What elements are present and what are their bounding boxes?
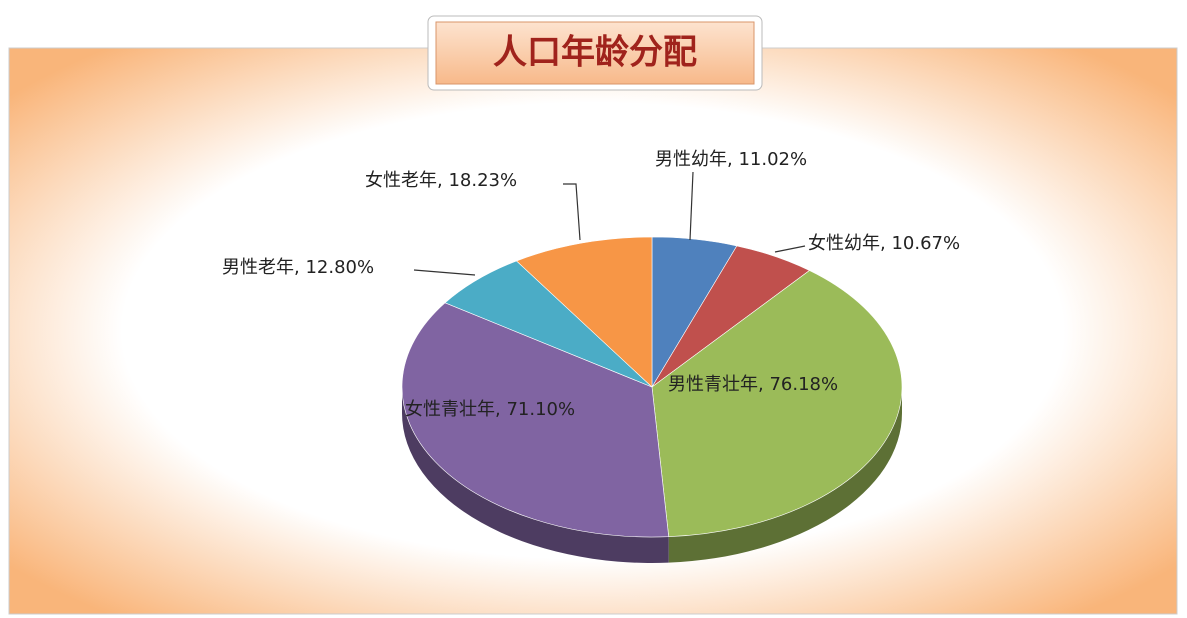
title-box xyxy=(435,21,755,85)
data-label: 男性幼年, 11.02% xyxy=(655,149,807,170)
pie xyxy=(401,236,903,563)
leader-line xyxy=(689,171,694,241)
labels: 男性幼年, 11.02% 女性幼年, 10.67% 男性青壮年, 76.18% 女性青… xyxy=(222,149,960,420)
leader-line xyxy=(413,269,476,276)
slice xyxy=(515,236,653,388)
data-label: 女性老年, 18.23% xyxy=(365,170,517,191)
data-label: 女性青壮年, 71.10% xyxy=(405,399,575,420)
slice-side xyxy=(402,387,669,563)
slice xyxy=(651,270,903,537)
leader-line xyxy=(563,183,581,241)
data-label: 女性幼年, 10.67% xyxy=(808,233,960,254)
data-label: 男性青壮年, 76.18% xyxy=(668,374,838,395)
slice xyxy=(401,302,670,538)
chart-title: 人口年龄分配 xyxy=(493,33,697,73)
data-label: 男性老年, 12.80% xyxy=(222,257,374,278)
leader-line xyxy=(774,245,806,253)
